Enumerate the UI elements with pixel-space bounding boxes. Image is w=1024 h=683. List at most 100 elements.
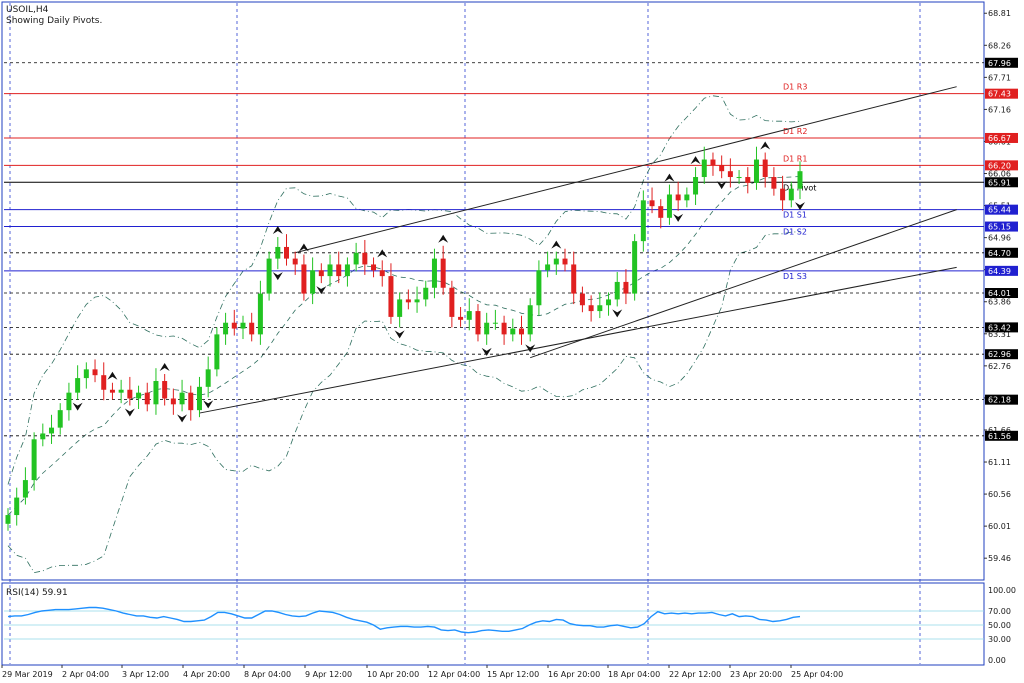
candle-body [75,378,81,393]
price-level-label-bg [985,57,1018,68]
fractal-up-marker [664,173,675,182]
price-level-label: 64.70 [988,249,1011,258]
x-tick-label: 18 Apr 04:00 [608,670,660,679]
candle-body [284,246,290,259]
y-tick-label: 60.01 [988,522,1011,531]
fractal-up-marker [377,249,388,258]
candle-body [214,334,220,370]
pivot-line-label: D1 S3 [783,272,807,281]
candle-body [736,177,742,179]
fractal-down-marker [795,202,805,211]
fractal-down-marker [124,408,135,417]
y-tick-label: 68.81 [988,9,1011,18]
candle-body [318,270,324,277]
pivot-value-label-bg [985,204,1018,215]
candle-body [623,281,629,294]
candle-body [684,194,690,201]
price-level-label: 62.18 [988,396,1011,405]
pivot-line-label: D1 S1 [783,211,807,220]
pivot-value-label: 65.15 [988,223,1011,232]
fractal-down-marker [72,402,83,411]
fractal-up-marker [272,226,283,235]
x-tick-label: 29 Mar 2019 [2,670,53,679]
rsi-axis-label: 100.00 [988,586,1016,595]
y-tick-label: 67.16 [988,105,1011,114]
candle-body [536,270,542,306]
candle-body [788,188,794,201]
trend-line [530,209,957,359]
fractal-up-marker [107,371,118,380]
main-chart-frame [1,1,985,581]
price-level-label: 62.96 [988,350,1011,359]
fractal-up-marker [551,240,562,249]
pivot-line-label: D1 R3 [783,83,807,92]
x-tick-label: 23 Apr 20:00 [730,670,782,679]
chart-symbol-title: USOIL,H4 [6,5,49,15]
fractal-down-marker [316,286,327,295]
candle-body [231,322,237,329]
pivot-line-label: D1 R1 [783,154,807,163]
candle-body [92,369,98,376]
candle-body [501,322,507,335]
price-level-label-bg [985,394,1018,405]
candle-body [49,427,55,434]
x-tick-label: 4 Apr 20:00 [183,670,230,679]
bollinger-bands [7,95,801,574]
bollinger-upper [7,95,801,485]
pivot-value-label-bg [985,88,1018,99]
candle-body [40,433,46,440]
candle-body [170,398,176,405]
fractal-markers [72,141,805,423]
chart-subtitle: Showing Daily Pivots. [6,16,102,26]
candle-body [632,241,638,294]
candle-body [83,369,89,379]
price-level-label-bg [985,247,1018,258]
candle-body [658,206,664,218]
candle-body [727,171,733,178]
x-tick-label: 2 Apr 04:00 [62,670,109,679]
fractal-down-marker [525,344,536,353]
candle-body [127,389,133,399]
candle-body [614,281,620,300]
price-level-label-bg [985,322,1018,333]
candle-body [649,200,655,207]
trend-lines [199,86,957,414]
rsi-label: RSI(14) 59.91 [6,588,68,598]
fractal-down-marker [481,347,492,356]
candle-body [780,188,786,201]
candle-body [510,328,516,335]
candle-body [440,258,446,288]
candlestick-series [5,146,803,531]
candle-body [353,252,359,265]
y-tick-label: 61.66 [988,426,1011,435]
candle-body [466,311,472,320]
candle-body [240,322,246,329]
candle-body [223,322,229,335]
fractal-down-marker [394,330,405,339]
candle-body [458,316,464,320]
x-tick-label: 22 Apr 12:00 [669,670,721,679]
candle-body [205,369,211,387]
rsi-axis-label: 50.00 [988,621,1011,630]
candle-body [719,165,725,172]
candle-body [379,270,385,277]
rsi-line [7,606,801,634]
candle-body [188,392,194,411]
candle-body [388,276,394,317]
candle-body [579,293,585,306]
fractal-down-marker [203,400,214,409]
candle-body [484,322,490,335]
fractal-up-marker [760,141,771,150]
candle-body [414,299,420,303]
price-axis: 68.8168.2667.7167.1666.6166.0665.5164.96… [984,9,1018,563]
candle-body [753,159,759,183]
pivot-value-label-bg [985,221,1018,232]
candle-body [693,177,699,195]
candle-body [675,194,681,201]
x-tick-label: 15 Apr 12:00 [487,670,539,679]
trend-line [295,86,957,254]
candle-body [545,264,551,271]
candle-body [275,246,281,259]
y-tick-label: 61.11 [988,458,1011,467]
